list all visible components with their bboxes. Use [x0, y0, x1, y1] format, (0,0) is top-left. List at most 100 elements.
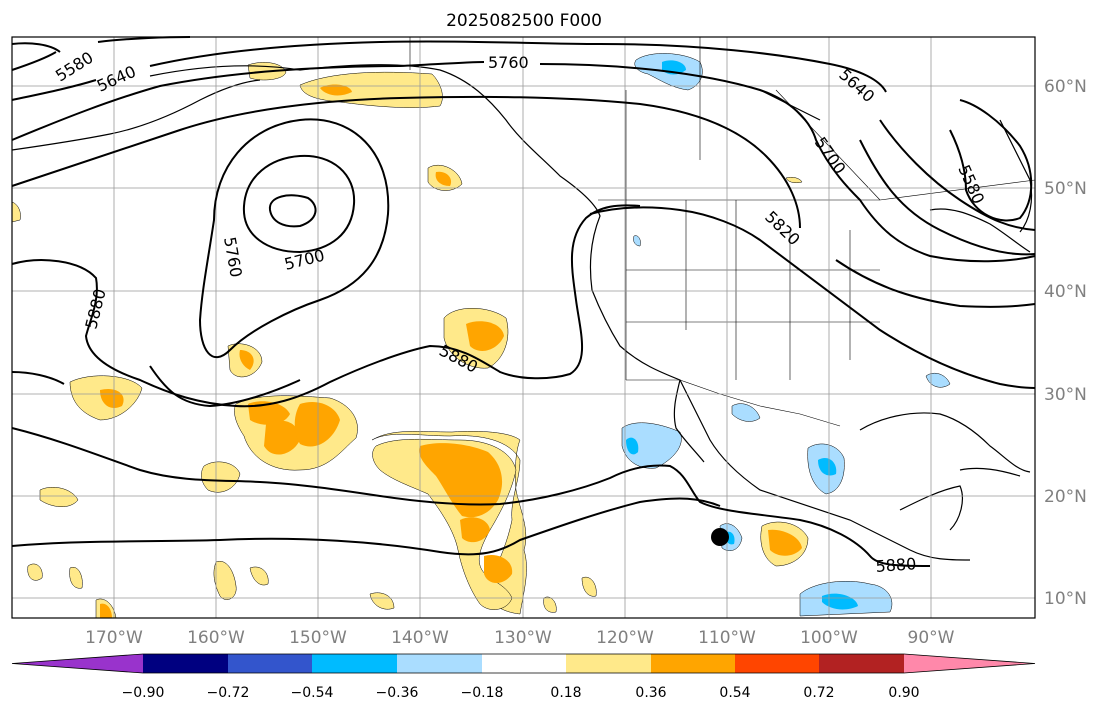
cuba: [959, 467, 1021, 477]
contour-label: 5880: [875, 554, 917, 576]
contour-5760: [11, 61, 1036, 263]
colorbar-segment: [735, 654, 819, 673]
colorbar-segment: [482, 654, 566, 673]
contour-5640-west: [11, 40, 887, 101]
positive-anomaly-shading: [11, 62, 809, 619]
shade-area: [466, 321, 504, 351]
contour-5700: [11, 95, 801, 229]
gulf-coast: [859, 412, 1031, 473]
contour-5520: [11, 42, 61, 53]
colorbar-tick-label: −0.18: [461, 685, 504, 701]
shade-area: [419, 443, 503, 518]
shade-area: [213, 560, 237, 600]
colorbar-tick-label: 0.18: [550, 685, 581, 701]
colorbar-segment: [566, 654, 651, 673]
shade-area: [320, 84, 352, 96]
colorbar-tick-label: −0.90: [122, 685, 165, 701]
shade-area: [248, 401, 290, 425]
shade-area: [768, 529, 802, 556]
figure-title: 2025082500 F000: [446, 11, 602, 31]
contour-label: 5760: [488, 53, 529, 72]
colorbar-segment: [312, 654, 397, 673]
storm-marker: [711, 528, 729, 546]
colorbar-extend-min: [12, 654, 143, 673]
shade-area: [435, 171, 452, 186]
yucatan: [899, 485, 963, 531]
latitude-label: 60°N: [1044, 77, 1087, 97]
shade-area: [484, 554, 513, 583]
shade-area: [201, 461, 241, 493]
shade-area: [294, 401, 340, 447]
latitude-label: 30°N: [1044, 385, 1087, 405]
contour-5880-pacific: [11, 204, 641, 408]
colorbar-tick-label: −0.54: [291, 685, 334, 701]
colorbar-segment: [397, 654, 482, 673]
shade-area: [822, 593, 858, 610]
contour-5700-east: [859, 139, 1036, 256]
gridlines: [12, 37, 1035, 618]
shade-area: [39, 487, 79, 507]
contour-5880-west-edge: [11, 371, 65, 385]
colorbar-tick-label: 0.36: [635, 685, 666, 701]
latitude-label: 40°N: [1044, 282, 1087, 302]
colorbar-ticks: −0.90 −0.72 −0.54 −0.36 −0.18 0.18 0.36 …: [122, 685, 920, 701]
longitude-labels: 170°W 160°W 150°W 140°W 130°W 120°W 110°…: [85, 628, 955, 648]
colorbar-extend-max: [904, 654, 1035, 673]
longitude-label: 100°W: [800, 628, 858, 648]
height-contours: [11, 36, 1036, 567]
longitude-label: 160°W: [187, 628, 245, 648]
hudson-bay: [999, 119, 1033, 233]
colorbar-tick-label: 0.72: [803, 685, 834, 701]
contour-5880-south: [11, 497, 721, 556]
longitude-label: 170°W: [85, 628, 143, 648]
latitude-label: 20°N: [1044, 487, 1087, 507]
contour-low-inner: [268, 194, 317, 228]
shade-area: [460, 517, 490, 543]
contour-5820-east: [835, 259, 1036, 308]
map-frame: [11, 36, 1036, 619]
shade-area: [731, 403, 761, 422]
contour-5880-low: [149, 365, 301, 408]
shade-area: [264, 420, 300, 455]
colorbar-tick-label: 0.54: [719, 685, 750, 701]
latitude-labels: 60°N 50°N 40°N 30°N 20°N 10°N: [1044, 77, 1087, 609]
great-lakes: [929, 208, 1031, 253]
us-mexico-border: [626, 379, 841, 427]
longitude-label: 150°W: [289, 628, 347, 648]
provincial-border: [879, 179, 1036, 201]
shade-area: [69, 566, 83, 589]
latitude-label: 10°N: [1044, 589, 1087, 609]
colorbar-tick-label: 0.90: [888, 685, 919, 701]
colorbar: −0.90 −0.72 −0.54 −0.36 −0.18 0.18 0.36 …: [11, 653, 1036, 701]
colorbar-segments: [11, 653, 1036, 674]
shade-area: [626, 437, 639, 455]
colorbar-outline: [11, 653, 1036, 674]
shade-area: [11, 201, 21, 223]
shade-area: [581, 576, 597, 597]
colorbar-segment: [143, 654, 228, 673]
shade-area: [100, 603, 112, 618]
colorbar-segment: [651, 654, 735, 673]
contour-5880-tropics: [11, 427, 931, 567]
shade-area: [633, 235, 641, 247]
longitude-label: 110°W: [698, 628, 756, 648]
contour-low-outer: [198, 118, 390, 358]
colorbar-segment: [819, 654, 904, 673]
colorbar-tick-label: −0.72: [207, 685, 250, 701]
shade-area: [543, 596, 557, 613]
contour-5640-east: [879, 119, 1036, 231]
map-panel: 5580 5640 5760 5640 5700 5580 5820 5700 …: [11, 36, 1036, 619]
longitude-label: 130°W: [494, 628, 552, 648]
longitude-label: 140°W: [391, 628, 449, 648]
shade-area: [369, 592, 395, 610]
shade-area: [621, 422, 682, 469]
shade-area: [239, 350, 254, 370]
longitude-label: 90°W: [908, 628, 955, 648]
longitude-label: 120°W: [596, 628, 654, 648]
shade-area: [818, 457, 837, 476]
contour-5580-east: [949, 99, 1033, 222]
colorbar-segment: [228, 654, 312, 673]
shade-area: [785, 176, 803, 184]
contour-5880-us: [589, 206, 1036, 389]
alaska-peninsula: [11, 79, 261, 151]
